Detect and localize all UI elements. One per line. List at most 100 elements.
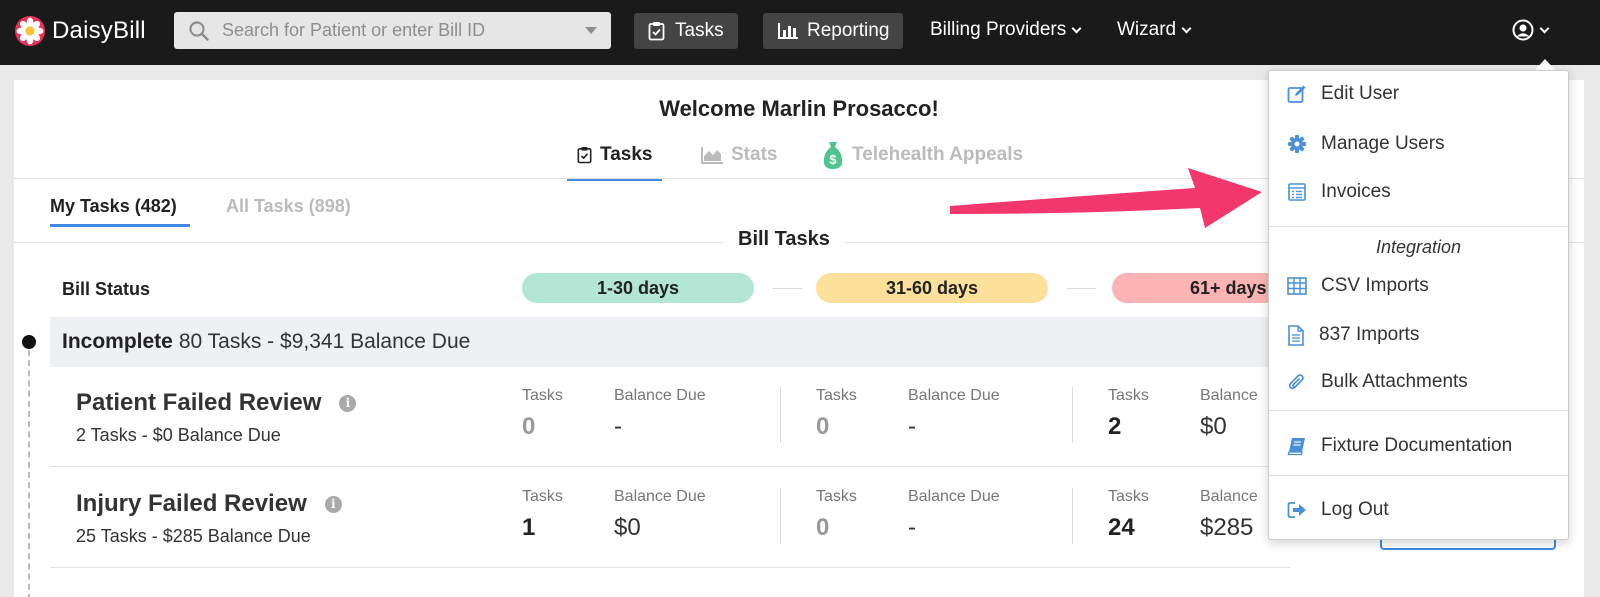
task-title: Injury Failed Review [76,490,307,517]
menu-section-header: Integration [1375,237,1462,257]
menu-divider [1269,410,1568,411]
menu-item-bulk-attachments[interactable]: Bulk Attachments [1269,359,1568,405]
tasks-label: Tasks [1108,488,1149,505]
pill-separator [772,288,802,289]
invoice-icon [1288,183,1306,201]
document-icon [1288,324,1304,346]
balance-label: Balance Due [614,387,706,404]
money-bag-icon: $ [823,142,843,169]
menu-divider [1269,226,1568,227]
subtab-active-indicator [50,224,190,227]
tasks-label: Tasks [1108,387,1149,404]
user-menu-toggle[interactable] [1512,19,1550,41]
tasks-label: Tasks [522,387,563,404]
paperclip-icon [1288,374,1304,390]
tasks-nav-button[interactable]: Tasks [634,13,738,49]
menu-item-label: Invoices [1321,181,1391,202]
balance-value: - [908,514,916,541]
balance-label: Balance Due [908,387,1000,404]
menu-item-fixture-documentation[interactable]: Fixture Documentation [1269,423,1568,469]
menu-item-label: 837 Imports [1319,324,1420,345]
menu-item-label: CSV Imports [1321,275,1429,296]
task-title: Patient Failed Review [76,389,322,416]
gear-icon [1288,135,1306,153]
tab-tasks[interactable]: Tasks [567,144,663,181]
tab-stats[interactable]: Stats [701,144,777,182]
tab-telehealth-appeals[interactable]: $ Telehealth Appeals [822,142,1023,182]
pill-separator [1066,288,1096,289]
edit-icon [1287,85,1306,103]
group-name: Incomplete [62,330,173,353]
menu-item-label: Log Out [1321,499,1389,520]
tab-stats-label: Stats [731,144,778,165]
menu-divider [1269,475,1568,476]
tasks-count: 0 [816,514,830,541]
logo[interactable]: DaisyBill [14,15,146,47]
tab-tasks-label: Tasks [600,144,653,165]
tasks-label: Tasks [522,488,563,505]
menu-item-csv-imports[interactable]: CSV Imports [1269,263,1568,309]
svg-text:$: $ [829,152,837,167]
billing-providers-label: Billing Providers [930,19,1067,40]
tasks-count: 1 [522,514,536,541]
tasks-label: Tasks [816,387,857,404]
bill-status-label: Bill Status [62,279,151,299]
top-navbar: DaisyBill Search for Patient or enter Bi… [0,0,1600,65]
age-pill-1-30: 1-30 days [522,273,754,303]
task-name: Injury Failed Review i [76,490,342,518]
balance-label: Balance Due [614,488,706,505]
task-row[interactable]: Patient Failed Review i 2 Tasks - $0 Bal… [50,367,1290,467]
balance-value: - [614,413,622,440]
column-separator [780,387,781,443]
balance-label: Balance Due [908,488,1000,505]
main-tabs: Tasks Stats $ Telehealth Appeals [14,142,1584,184]
balance-value: $285 [1200,514,1254,541]
reporting-nav-button[interactable]: Reporting [763,13,904,49]
menu-item-label: Edit User [1321,83,1400,104]
subtab-my-tasks[interactable]: My Tasks (482) [50,196,177,216]
task-name: Patient Failed Review i [76,389,357,417]
menu-item-log-out[interactable]: Log Out [1269,487,1568,533]
task-summary: 25 Tasks - $285 Balance Due [76,526,311,546]
tasks-count: 24 [1108,514,1135,541]
chevron-down-icon[interactable] [585,27,597,34]
tasks-nav-label: Tasks [675,20,724,41]
menu-item-label: Bulk Attachments [1321,371,1468,392]
group-incomplete[interactable]: Incomplete 80 Tasks - $9,341 Balance Due [50,317,1290,367]
tabs-divider [14,178,1584,179]
reporting-nav-label: Reporting [807,20,890,41]
info-icon[interactable]: i [324,495,342,513]
task-summary: 2 Tasks - $0 Balance Due [76,425,281,445]
chevron-down-icon [1181,23,1192,33]
menu-item-edit-user[interactable]: Edit User [1269,71,1568,117]
billing-providers-menu[interactable]: Billing Providers [930,19,1082,41]
tasks-count: 0 [522,413,536,440]
menu-item-label: Manage Users [1321,133,1445,154]
task-row[interactable]: Injury Failed Review i 25 Tasks - $285 B… [50,468,1290,568]
table-icon [1287,277,1307,295]
balance-label: Balance [1200,488,1258,505]
row-action-button[interactable] [1380,530,1556,550]
menu-item-manage-users[interactable]: Manage Users [1269,121,1568,167]
info-icon[interactable]: i [339,394,357,412]
tasks-count: 0 [816,413,830,440]
search-input[interactable]: Search for Patient or enter Bill ID [222,20,486,40]
wizard-menu[interactable]: Wizard [1117,19,1192,41]
book-icon [1287,438,1305,456]
menu-item-invoices[interactable]: Invoices [1269,169,1568,215]
section-title: Bill Tasks [724,228,844,251]
user-circle-icon [1512,19,1534,41]
balance-label: Balance [1200,387,1258,404]
balance-value: - [908,413,916,440]
chevron-down-icon [1071,23,1082,33]
search-box[interactable]: Search for Patient or enter Bill ID [174,12,611,49]
column-separator [1072,387,1073,443]
subtab-all-tasks[interactable]: All Tasks (898) [226,196,351,216]
menu-item-837-imports[interactable]: 837 Imports [1269,312,1568,358]
balance-value: $0 [614,514,641,541]
section-rule [64,242,1294,243]
search-icon [189,20,209,41]
column-separator [780,488,781,544]
tasks-label: Tasks [816,488,857,505]
group-summary: 80 Tasks - $9,341 Balance Due [178,330,471,353]
